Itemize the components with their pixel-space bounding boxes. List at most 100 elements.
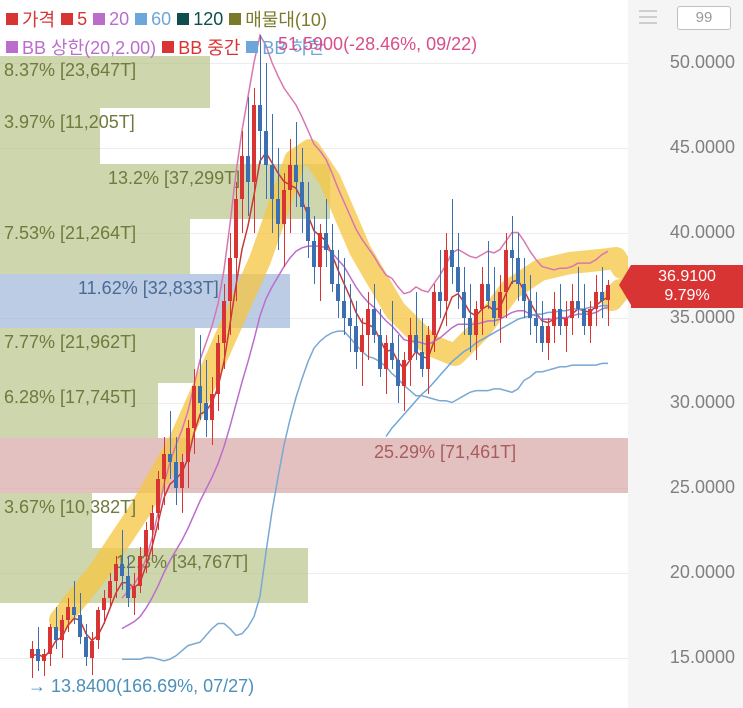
candle-body [576, 301, 580, 310]
candle-body [414, 335, 418, 352]
candle-body [330, 250, 334, 284]
legend-swatch [229, 13, 241, 25]
legend-item[interactable]: 5 [61, 9, 87, 30]
candle-body [336, 284, 340, 301]
chart-menu-icon[interactable] [639, 10, 657, 24]
candle-body [216, 343, 220, 394]
legend-item[interactable]: 20 [93, 9, 129, 30]
legend-label: 매물대(10) [245, 6, 327, 32]
y-tick-label: 20.0000 [670, 562, 735, 583]
candle-body [258, 105, 262, 131]
candle-body [432, 292, 436, 335]
legend-item[interactable]: 120 [177, 9, 223, 30]
legend-label: 120 [193, 9, 223, 30]
candle-body [36, 649, 40, 661]
candle-body [342, 301, 346, 318]
candle-body [192, 386, 196, 429]
candle-wick [578, 267, 579, 318]
candle-body [528, 301, 532, 318]
candle-body [162, 454, 166, 480]
y-tick-label: 40.0000 [670, 222, 735, 243]
candle-body [126, 576, 130, 598]
candle-body [402, 360, 406, 386]
candle-wick [206, 360, 207, 437]
candle-body [234, 199, 238, 259]
volume-profile-label: 8.37% [23,647T] [4, 60, 136, 81]
candle-body [264, 131, 268, 165]
candle-wick [452, 199, 453, 284]
legend-item[interactable]: BB 상한(20,2.00) [6, 34, 156, 60]
volume-profile-label: 3.67% [10,382T] [4, 497, 136, 518]
candle-body [300, 182, 304, 208]
candle-body [252, 105, 256, 182]
legend-swatch [6, 13, 18, 25]
y-axis-panel [628, 0, 743, 708]
candle-body [84, 637, 88, 657]
grid-line [0, 658, 628, 659]
candle-body [588, 309, 592, 326]
candle-body [480, 284, 484, 310]
candle-body [522, 284, 526, 301]
current-price-pct: 9.79% [631, 286, 743, 305]
candle-body [204, 403, 208, 420]
candle-body [60, 620, 64, 640]
candle-body [534, 318, 538, 327]
candle-body [174, 462, 178, 488]
candle-body [582, 309, 586, 326]
y-tick-label: 50.0000 [670, 52, 735, 73]
candle-body [552, 309, 556, 326]
legend-label: BB 중간 [178, 34, 240, 60]
legend-item[interactable]: 가격 [6, 6, 55, 32]
candle-body [306, 207, 310, 241]
candle-body [132, 586, 136, 598]
candle-body [144, 530, 148, 556]
candle-body [360, 335, 364, 352]
candle-body [318, 233, 322, 267]
candle-body [516, 258, 520, 284]
legend-swatch [177, 13, 189, 25]
y-tick-label: 30.0000 [670, 392, 735, 413]
volume-profile-label: 7.53% [21,264T] [4, 223, 136, 244]
candle-body [168, 454, 172, 463]
candle-body [504, 250, 508, 293]
candle-wick [344, 258, 345, 335]
candle-body [66, 607, 70, 621]
candle-body [600, 292, 604, 301]
candle-wick [440, 250, 441, 318]
candle-body [378, 335, 382, 369]
candle-body [426, 335, 430, 369]
candle-body [474, 309, 478, 335]
candle-body [384, 343, 388, 369]
high-annotation: 51.5900(-28.46%, 09/22) [278, 34, 477, 55]
volume-profile-bar [0, 438, 628, 493]
period-input[interactable]: 99 [677, 6, 731, 30]
candle-body [444, 250, 448, 301]
candle-wick [44, 649, 45, 676]
candle-body [276, 199, 280, 225]
volume-profile-label: 13.2% [37,299T] [108, 168, 240, 189]
candle-body [186, 428, 190, 462]
current-price-value: 36.9100 [631, 267, 743, 286]
legend-label: 20 [109, 9, 129, 30]
candle-body [150, 513, 154, 530]
candle-body [348, 318, 352, 327]
candle-body [354, 326, 358, 352]
candle-body [30, 649, 34, 658]
legend-item[interactable]: BB 중간 [162, 34, 240, 60]
candle-body [408, 335, 412, 361]
legend-item[interactable]: 60 [135, 9, 171, 30]
candle-body [210, 394, 214, 420]
candle-body [108, 581, 112, 598]
candle-body [558, 309, 562, 326]
candle-body [420, 352, 424, 369]
candle-wick [566, 301, 567, 352]
candle-wick [362, 318, 363, 386]
candle-body [282, 190, 286, 224]
volume-profile-label: 12.3% [34,767T] [116, 552, 248, 573]
candle-body [510, 250, 514, 259]
candle-wick [122, 530, 123, 590]
legend-swatch [246, 41, 258, 53]
candle-wick [74, 581, 75, 624]
legend-item[interactable]: 매물대(10) [229, 6, 327, 32]
candle-body [96, 610, 100, 641]
